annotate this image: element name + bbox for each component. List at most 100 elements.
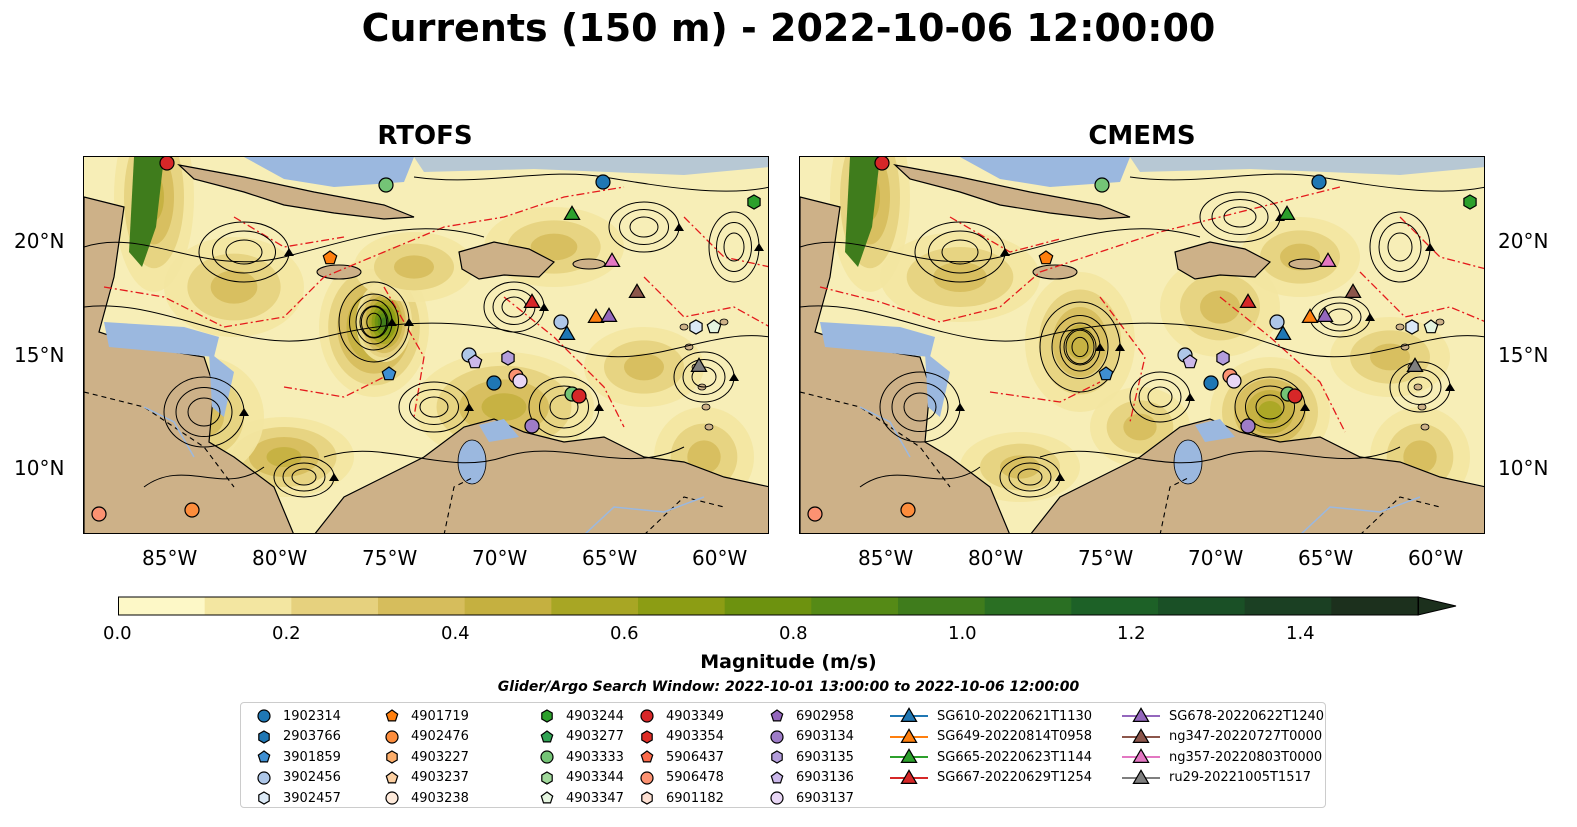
circle-marker-icon — [385, 791, 399, 805]
legend-label: 6903134 — [796, 729, 854, 744]
platform-marker — [595, 174, 611, 190]
legend-marker — [540, 729, 554, 742]
legend-label: 3901859 — [283, 749, 341, 765]
legend-marker — [257, 770, 271, 785]
circle-marker-icon — [640, 770, 654, 785]
platform-marker — [571, 388, 587, 404]
legend-entry: 4903354 — [636, 727, 724, 747]
colorbar-segment — [811, 597, 899, 615]
pentagon-marker-icon — [770, 709, 784, 722]
map-canvas — [800, 157, 1484, 533]
legend-label: 6902958 — [796, 708, 854, 724]
legend-label: 4903238 — [411, 790, 469, 806]
platform-marker — [1405, 319, 1419, 335]
colorbar-segment — [464, 597, 552, 615]
pentagon-marker-icon — [640, 750, 654, 763]
platform-marker — [1203, 375, 1219, 391]
legend-entry: 5906437 — [636, 747, 724, 767]
platform-marker — [1406, 357, 1424, 372]
lon-tick: 65°W — [1298, 546, 1354, 570]
hexagon-marker-icon — [386, 750, 398, 764]
platform-marker — [1226, 373, 1242, 389]
platform-marker — [558, 325, 576, 340]
lon-tick: 80°W — [968, 546, 1024, 570]
colorbar-tick: 0.4 — [441, 623, 470, 644]
legend-label: 4903354 — [666, 729, 724, 744]
legend-marker — [385, 709, 399, 722]
legend-entry: ru29-20221005T1517 — [1121, 768, 1311, 788]
colorbar-tick: 0.8 — [779, 623, 808, 644]
platform-marker — [1274, 325, 1292, 340]
platform-marker — [690, 357, 708, 372]
legend-label: ru29-20221005T1517 — [1169, 770, 1312, 785]
legend-marker — [541, 709, 553, 723]
legend-label: ng347-20220727T0000 — [1169, 729, 1323, 744]
legend-entry: 6903134 — [766, 727, 854, 747]
legend-entry: 4903227 — [381, 747, 469, 767]
colorbar-tick: 1.4 — [1286, 623, 1315, 644]
colorbar-segment — [724, 597, 812, 615]
colorbar-tick: 0.6 — [610, 623, 639, 644]
legend-label: 4901719 — [411, 708, 469, 724]
platform-marker — [524, 418, 540, 434]
colorbar-label: Magnitude (m/s) — [700, 651, 877, 673]
platform-marker — [1423, 319, 1439, 334]
pentagon-marker-icon — [257, 750, 271, 763]
circle-marker-icon — [770, 729, 784, 744]
legend-entry: SG610-20220621T1130 — [889, 706, 1092, 726]
legend-label: 2903766 — [283, 729, 341, 744]
lon-tick: 60°W — [1408, 546, 1464, 570]
platform-marker — [1311, 174, 1327, 190]
legend-marker — [540, 750, 554, 764]
colorbar-segment — [1331, 597, 1419, 615]
pentagon-marker-icon — [385, 770, 399, 783]
legend-label: 4903349 — [666, 708, 724, 724]
lat-tick-left: 15°N — [14, 343, 65, 367]
legend-marker — [385, 791, 399, 805]
legend-entry: 4903244 — [536, 706, 624, 726]
legend-entry: 4903347 — [536, 788, 624, 808]
legend-entry: SG667-20220629T1254 — [889, 768, 1092, 788]
platform-marker — [1239, 293, 1257, 308]
legend-entry: 2903766 — [253, 727, 341, 747]
colorbar-tick: 0.2 — [272, 623, 301, 644]
platform-marker — [159, 157, 175, 171]
platform-marker — [1316, 307, 1334, 322]
colorbar-segment — [898, 597, 986, 615]
legend-marker — [258, 791, 270, 805]
legend-entry: 1902314 — [253, 706, 341, 726]
colorbar-segment — [1158, 597, 1246, 615]
triangle-marker-icon — [890, 748, 928, 763]
pentagon-marker-icon — [385, 709, 399, 722]
platform-marker — [900, 502, 916, 518]
colorbar-segment — [378, 597, 466, 615]
legend-marker — [641, 791, 653, 805]
legend-label: 4902476 — [411, 729, 469, 744]
legend-marker — [1132, 727, 1150, 743]
legend-marker — [900, 748, 918, 763]
legend-entry: ng347-20220727T0000 — [1121, 727, 1322, 747]
colorbar-extend-arrow — [1417, 596, 1457, 616]
search-window-text: Glider/Argo Search Window: 2022-10-01 13… — [497, 679, 1080, 695]
legend-label: SG667-20220629T1254 — [937, 770, 1093, 785]
circle-marker-icon — [640, 709, 654, 723]
legend-label: 6903137 — [796, 790, 854, 806]
legend: 1902314 2903766 3901859 3902456 3902457 49017… — [240, 702, 1326, 808]
legend-label: 4903237 — [411, 770, 469, 785]
platform-marker — [603, 252, 621, 268]
hexagon-marker-icon — [641, 729, 653, 744]
lon-tick: 70°W — [472, 546, 528, 570]
platform-marker — [628, 283, 646, 298]
panel-title-cmems: CMEMS — [1088, 121, 1196, 151]
platform-marker — [378, 177, 394, 193]
legend-label: SG649-20220814T0958 — [937, 729, 1093, 744]
platform-marker — [587, 308, 605, 323]
legend-entry: 6901182 — [636, 788, 724, 808]
triangle-marker-icon — [890, 707, 928, 722]
circle-marker-icon — [257, 770, 271, 785]
legend-entry: 4903344 — [536, 768, 624, 788]
legend-entry: 5906478 — [636, 768, 724, 788]
legend-entry: 3902456 — [253, 768, 341, 788]
platform-marker — [747, 194, 761, 210]
hexagon-marker-icon — [771, 750, 783, 764]
